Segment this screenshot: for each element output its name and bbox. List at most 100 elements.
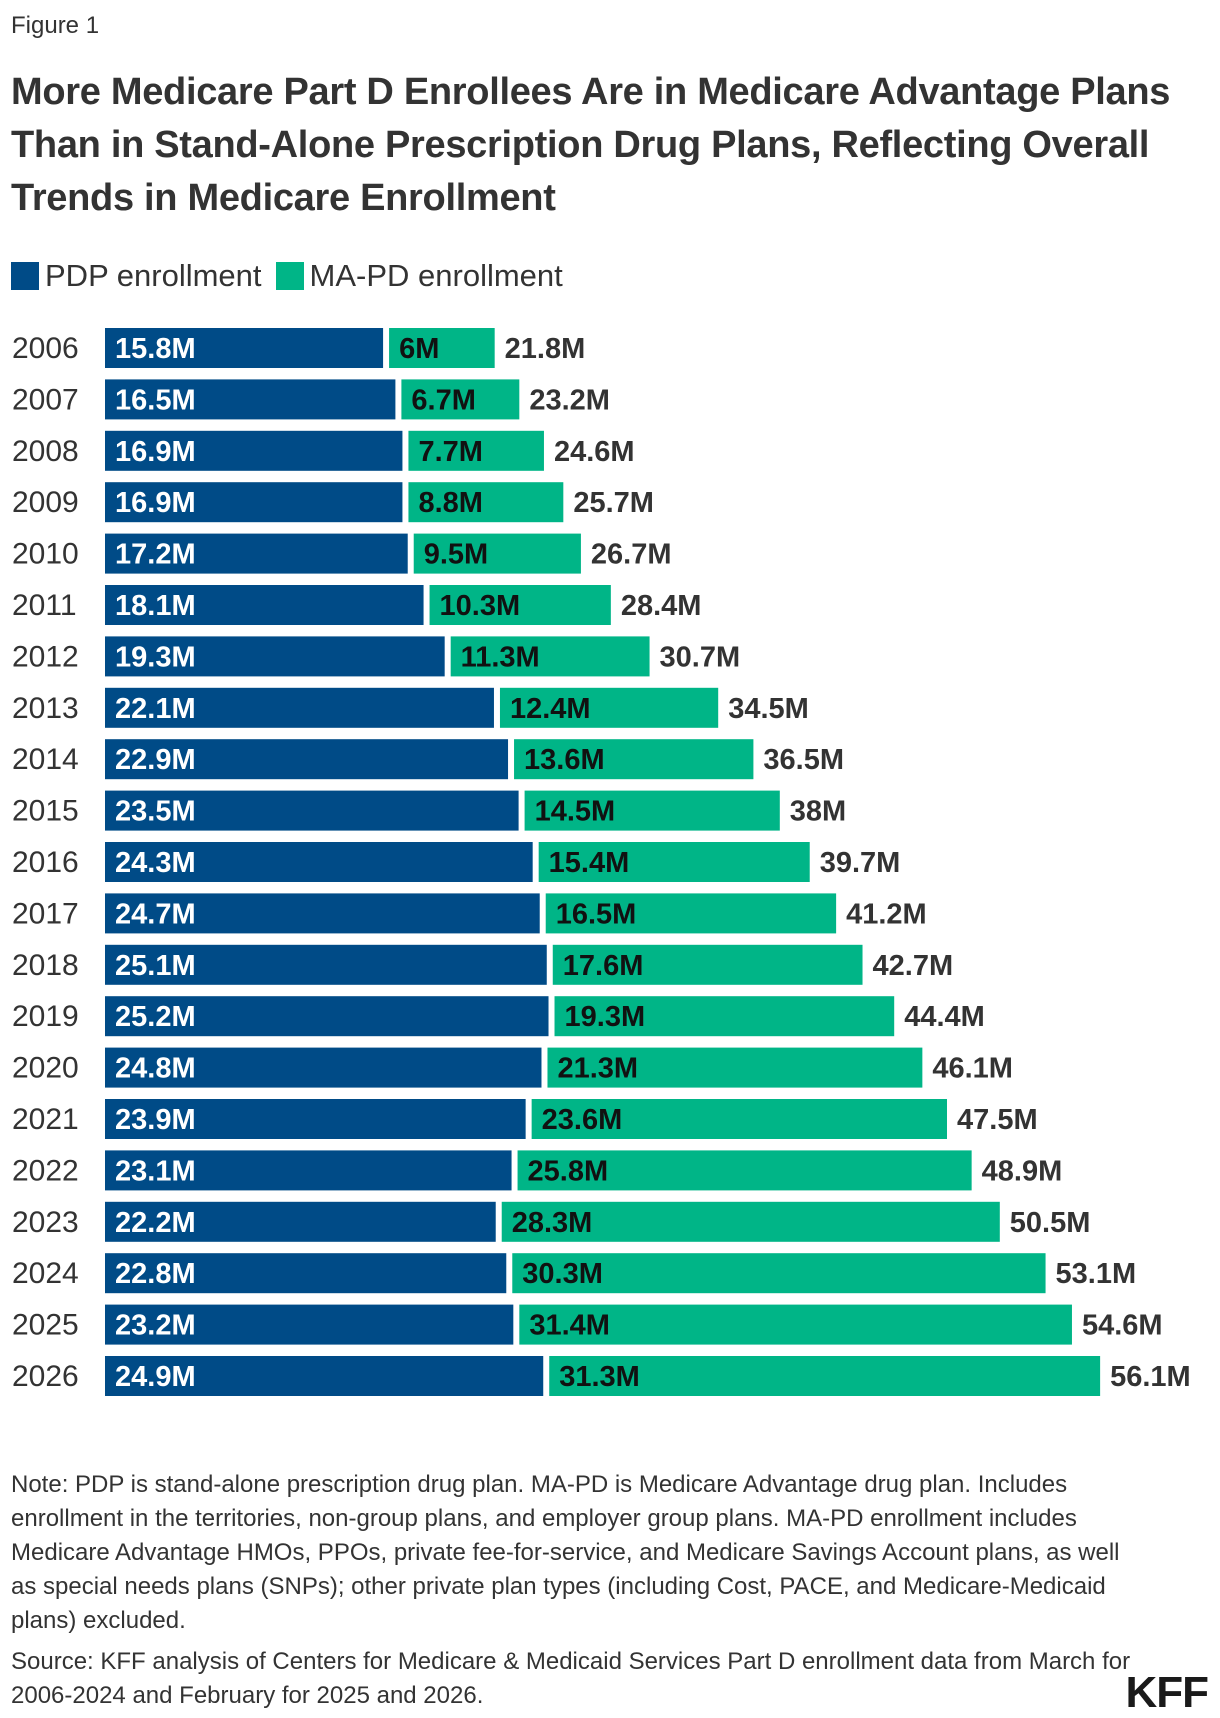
legend: PDP enrollment MA-PD enrollment (11, 258, 563, 294)
bar-label-mapd: 25.8M (528, 1155, 609, 1187)
year-label: 2020 (12, 1052, 79, 1085)
bar-mapd (524, 790, 780, 831)
bar-label-mapd: 17.6M (563, 950, 644, 982)
bar-label-mapd: 15.4M (549, 847, 630, 879)
bar-mapd (552, 944, 863, 985)
bar-pdp (105, 585, 424, 625)
bar-mapd (545, 893, 837, 934)
year-label: 2024 (12, 1257, 79, 1290)
bar-pdp (105, 636, 445, 677)
bar-label-mapd: 28.3M (512, 1207, 593, 1239)
bar-mapd (429, 585, 611, 625)
bar-label-pdp: 23.5M (115, 796, 196, 828)
chart-note: Note: PDP is stand-alone prescription dr… (11, 1471, 1120, 1634)
bar-pdp (105, 1201, 496, 1242)
year-label: 2012 (12, 640, 79, 673)
total-label: 38M (790, 796, 846, 828)
total-label: 47.5M (957, 1104, 1038, 1136)
bar-label-mapd: 23.6M (542, 1104, 623, 1136)
total-label: 36.5M (763, 744, 844, 776)
bar-label-mapd: 30.3M (522, 1258, 603, 1290)
total-label: 56.1M (1110, 1361, 1191, 1393)
bar-mapd (547, 1047, 923, 1088)
bar-pdp (105, 687, 494, 728)
bar-label-mapd: 8.8M (418, 487, 482, 519)
year-label: 2018 (12, 949, 79, 982)
bar-pdp (105, 944, 547, 985)
bar-mapd (554, 996, 895, 1037)
bar-pdp (105, 533, 408, 574)
bar-pdp (105, 1047, 542, 1088)
total-label: 26.7M (591, 539, 672, 571)
year-label: 2006 (12, 332, 79, 365)
year-label: 2016 (12, 846, 79, 879)
bar-label-mapd: 14.5M (535, 796, 616, 828)
bar-label-mapd: 11.3M (461, 641, 540, 673)
year-label: 2019 (12, 1000, 79, 1033)
bar-label-pdp: 16.9M (115, 436, 196, 468)
year-label: 2013 (12, 692, 79, 725)
bar-label-mapd: 10.3M (440, 590, 521, 622)
bar-label-pdp: 24.7M (115, 898, 196, 930)
bar-label-pdp: 18.1M (115, 590, 196, 622)
kff-logo: KFF (1125, 1668, 1209, 1717)
year-label: 2026 (12, 1360, 79, 1393)
year-label: 2009 (12, 486, 79, 519)
bar-label-mapd: 31.4M (529, 1310, 610, 1342)
bar-pdp (105, 1304, 514, 1345)
year-label: 2023 (12, 1206, 79, 1239)
total-label: 44.4M (904, 1001, 985, 1033)
bar-label-pdp: 22.1M (115, 693, 196, 725)
bar-pdp (105, 1356, 544, 1396)
bar-mapd (401, 379, 520, 420)
total-label: 50.5M (1010, 1207, 1091, 1239)
chart-source: Source: KFF analysis of Centers for Medi… (11, 1648, 1131, 1709)
bar-pdp (105, 842, 533, 882)
bar-pdp (105, 379, 396, 420)
bar-label-pdp: 22.9M (115, 744, 196, 776)
bar-mapd (549, 1356, 1101, 1396)
bar-mapd (389, 328, 495, 368)
total-label: 46.1M (932, 1053, 1013, 1085)
year-label: 2008 (12, 435, 79, 468)
legend-swatch-pdp (11, 262, 39, 290)
bar-label-mapd: 31.3M (559, 1361, 640, 1393)
bar-label-pdp: 23.2M (115, 1310, 196, 1342)
bar-pdp (105, 739, 509, 780)
year-label: 2022 (12, 1154, 79, 1187)
total-label: 42.7M (873, 950, 954, 982)
bar-label-pdp: 24.9M (115, 1361, 196, 1393)
year-label: 2014 (12, 743, 79, 776)
bar-label-mapd: 6.7M (411, 384, 475, 416)
total-label: 28.4M (621, 590, 702, 622)
bar-mapd (512, 1253, 1046, 1294)
bar-mapd (519, 1304, 1072, 1345)
bar-label-pdp: 24.3M (115, 847, 196, 879)
year-label: 2017 (12, 897, 79, 930)
bar-mapd (408, 482, 564, 523)
total-label: 25.7M (573, 487, 654, 519)
bar-mapd (517, 1150, 972, 1191)
legend-item-mapd: MA-PD enrollment (275, 258, 563, 294)
bar-label-pdp: 17.2M (115, 539, 196, 571)
year-label: 2015 (12, 795, 79, 828)
total-label: 24.6M (554, 436, 635, 468)
bar-label-pdp: 25.2M (115, 1001, 196, 1033)
year-label: 2011 (12, 589, 77, 622)
bar-pdp (105, 790, 519, 831)
bar-label-pdp: 22.2M (115, 1207, 196, 1239)
bar-label-pdp: 15.8M (115, 333, 196, 365)
bar-label-pdp: 19.3M (115, 641, 196, 673)
legend-swatch-mapd (275, 262, 304, 290)
bar-pdp (105, 1253, 507, 1294)
total-label: 48.9M (982, 1155, 1063, 1187)
bar-label-pdp: 23.1M (115, 1155, 196, 1187)
total-label: 30.7M (660, 641, 741, 673)
year-label: 2010 (12, 538, 79, 571)
bar-label-mapd: 21.3M (557, 1053, 638, 1085)
bar-label-pdp: 16.5M (115, 384, 196, 416)
bar-label-mapd: 9.5M (424, 539, 488, 571)
bar-pdp (105, 328, 384, 368)
legend-label-pdp: PDP enrollment (45, 258, 262, 293)
bar-label-pdp: 24.8M (115, 1053, 196, 1085)
